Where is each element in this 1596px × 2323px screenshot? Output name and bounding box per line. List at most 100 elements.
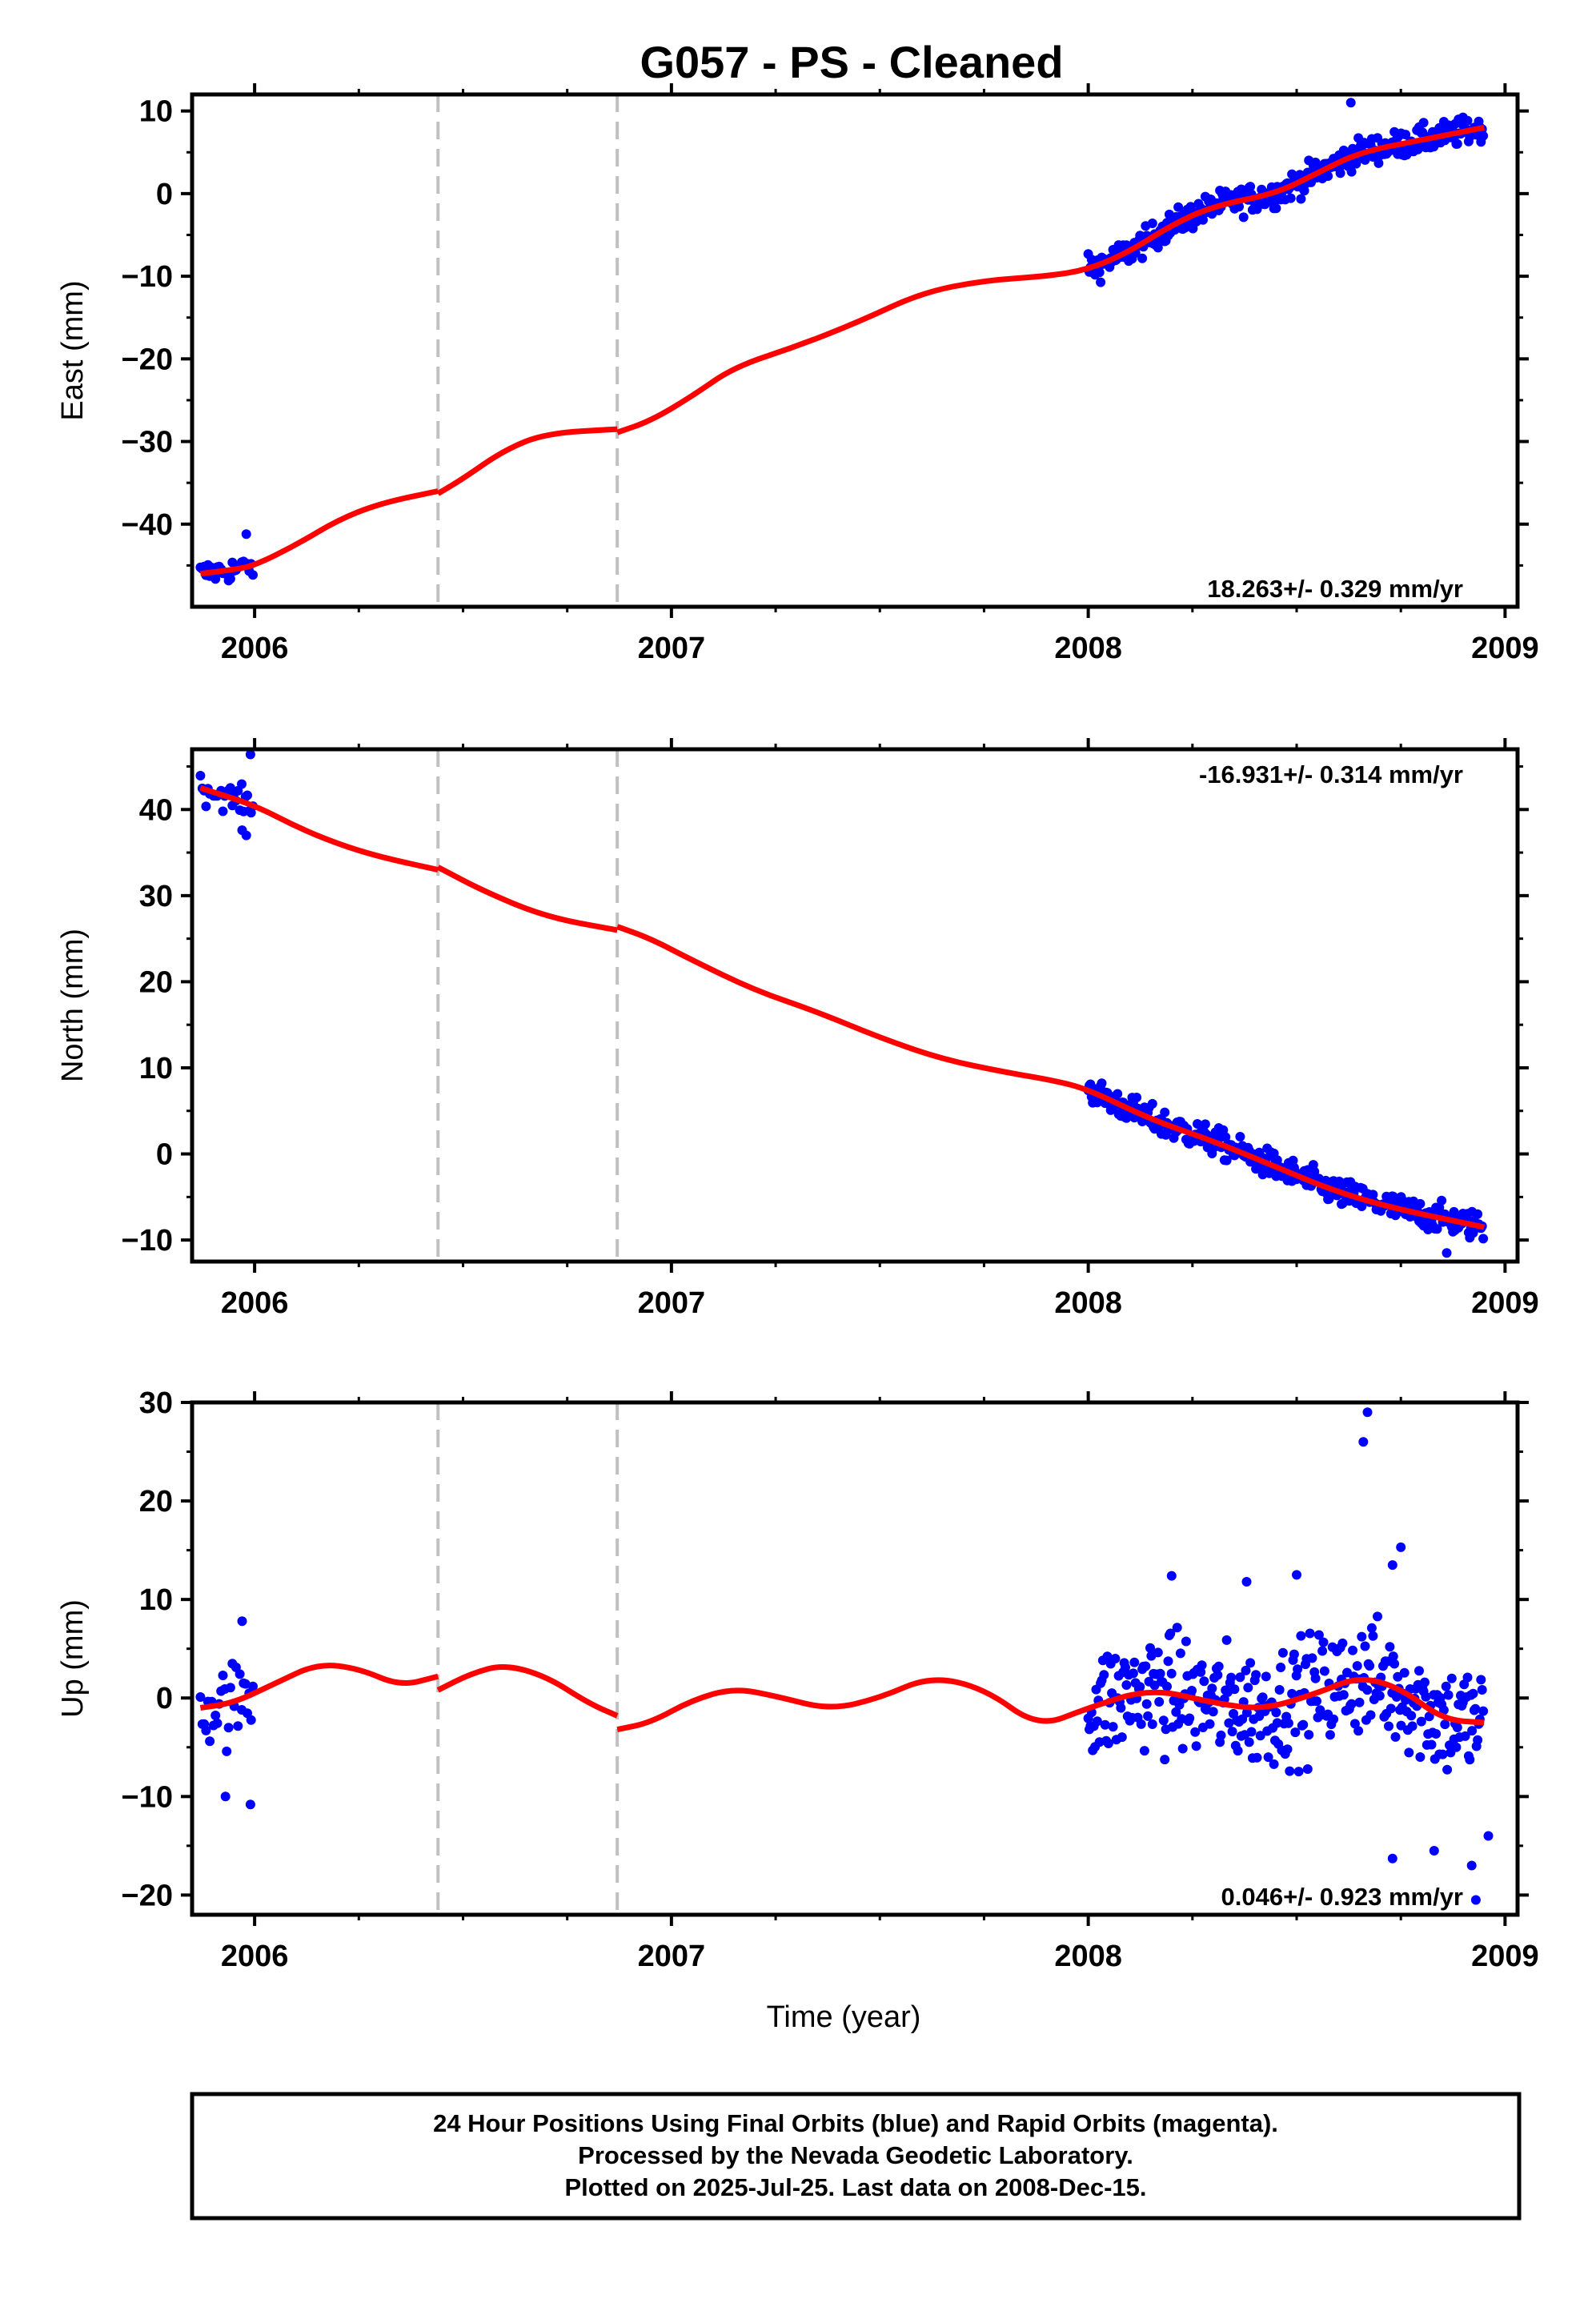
data-point bbox=[1092, 1716, 1102, 1727]
y-tick-label: −20 bbox=[122, 1879, 173, 1912]
y-tick-label: −10 bbox=[122, 1224, 173, 1258]
data-point bbox=[1299, 186, 1309, 196]
data-point bbox=[1121, 1680, 1132, 1690]
data-point bbox=[211, 1711, 221, 1720]
data-point bbox=[1431, 1729, 1442, 1739]
data-point bbox=[1362, 1685, 1373, 1695]
data-point bbox=[1338, 1690, 1349, 1700]
data-point bbox=[1441, 1681, 1451, 1691]
y-tick-label: −30 bbox=[122, 426, 173, 459]
data-point bbox=[1346, 167, 1357, 177]
data-point bbox=[1269, 1759, 1279, 1769]
data-point bbox=[1468, 1688, 1478, 1699]
footer-line-3: Plotted on 2025-Jul-25. Last data on 200… bbox=[564, 2173, 1146, 2201]
model-curve bbox=[199, 785, 439, 873]
data-point bbox=[1305, 1628, 1315, 1639]
model-curve bbox=[616, 124, 1485, 435]
data-point bbox=[1162, 1681, 1172, 1691]
data-point bbox=[1097, 1078, 1107, 1089]
rate-label: 18.263+/- 0.329 mm/yr bbox=[1207, 575, 1463, 603]
data-point bbox=[1108, 1722, 1118, 1732]
data-point bbox=[1255, 1731, 1265, 1741]
data-point bbox=[248, 570, 258, 580]
rate-label: -16.931+/- 0.314 mm/yr bbox=[1199, 760, 1463, 788]
data-point bbox=[1175, 1648, 1185, 1659]
x-tick-label: 2007 bbox=[638, 1286, 706, 1320]
data-point bbox=[1208, 1707, 1218, 1717]
data-point bbox=[1483, 1831, 1494, 1841]
data-point bbox=[1368, 1631, 1378, 1641]
footer-box: 24 Hour Positions Using Final Orbits (bl… bbox=[190, 2092, 1522, 2221]
data-point bbox=[1100, 1719, 1110, 1730]
data-point bbox=[1387, 1560, 1398, 1571]
data-point bbox=[1390, 1731, 1401, 1742]
data-point bbox=[1141, 1661, 1151, 1671]
data-point bbox=[1233, 1746, 1243, 1756]
data-point bbox=[1304, 1730, 1314, 1740]
data-point bbox=[1389, 1659, 1400, 1669]
data-point bbox=[1325, 1730, 1335, 1740]
data-point bbox=[1432, 1224, 1442, 1234]
data-point bbox=[1289, 1649, 1299, 1659]
data-point bbox=[1358, 1437, 1369, 1447]
data-point bbox=[1165, 1628, 1176, 1639]
data-point bbox=[1313, 1630, 1324, 1640]
y-tick-label: 40 bbox=[139, 793, 173, 827]
y-tick-label: 10 bbox=[139, 1052, 173, 1085]
data-point bbox=[1415, 1198, 1426, 1209]
data-point bbox=[1388, 1651, 1398, 1662]
y-tick-label: 20 bbox=[139, 1485, 173, 1519]
data-point bbox=[1406, 1711, 1417, 1721]
data-point bbox=[1147, 1719, 1157, 1729]
data-point bbox=[1287, 1688, 1297, 1699]
data-point bbox=[1261, 1671, 1271, 1682]
data-point bbox=[1335, 168, 1345, 179]
data-point bbox=[1352, 1661, 1362, 1671]
data-point bbox=[1385, 1642, 1395, 1652]
data-point bbox=[1190, 1727, 1201, 1737]
x-tick-label: 2008 bbox=[1054, 632, 1122, 665]
data-point bbox=[1102, 1651, 1113, 1662]
data-point bbox=[1160, 1107, 1170, 1117]
data-point bbox=[1137, 253, 1148, 263]
data-point bbox=[1478, 1706, 1489, 1716]
data-point bbox=[1462, 115, 1473, 126]
data-point bbox=[1197, 1660, 1207, 1671]
data-point bbox=[1446, 1673, 1457, 1683]
data-point bbox=[1121, 1663, 1130, 1672]
data-point bbox=[1368, 1190, 1378, 1200]
data-point bbox=[1465, 1755, 1475, 1765]
data-point bbox=[1365, 1661, 1375, 1671]
data-point bbox=[1285, 193, 1296, 203]
data-point bbox=[1245, 182, 1256, 192]
data-point bbox=[1171, 1707, 1181, 1717]
data-point bbox=[1143, 1711, 1153, 1721]
data-point bbox=[1473, 1209, 1483, 1219]
x-tick-label: 2008 bbox=[1054, 1286, 1122, 1320]
data-point bbox=[1099, 1670, 1109, 1680]
data-point bbox=[1094, 267, 1105, 278]
data-points bbox=[195, 98, 1489, 586]
data-point bbox=[1470, 1703, 1481, 1714]
data-point bbox=[1302, 1764, 1313, 1774]
north-panel: −10 0 10 20 30 40 2006 2007 2008 2009 North (mm) -1… bbox=[56, 738, 1539, 1320]
data-point bbox=[1166, 1571, 1177, 1581]
x-tick-label: 2007 bbox=[638, 632, 706, 665]
data-point bbox=[1251, 1670, 1261, 1680]
data-point bbox=[1296, 194, 1306, 204]
data-point bbox=[1158, 1715, 1169, 1726]
data-point bbox=[1147, 1098, 1157, 1109]
up-panel: −20 −10 0 10 20 30 2006 2007 2008 2009 Up (mm) Time… bbox=[56, 1386, 1539, 2034]
data-point bbox=[246, 1715, 256, 1725]
y-tick-label: 20 bbox=[139, 965, 173, 999]
model-curve bbox=[436, 1664, 619, 1719]
data-point bbox=[1298, 1719, 1309, 1730]
data-point bbox=[1128, 1668, 1138, 1679]
data-point bbox=[1317, 1646, 1328, 1656]
data-point bbox=[1221, 1635, 1232, 1645]
y-axis-label: Up (mm) bbox=[56, 1599, 90, 1718]
plot-frame bbox=[190, 1400, 1520, 1917]
data-point bbox=[1241, 1665, 1251, 1675]
data-point bbox=[1319, 1666, 1329, 1676]
data-point bbox=[1440, 1719, 1450, 1730]
